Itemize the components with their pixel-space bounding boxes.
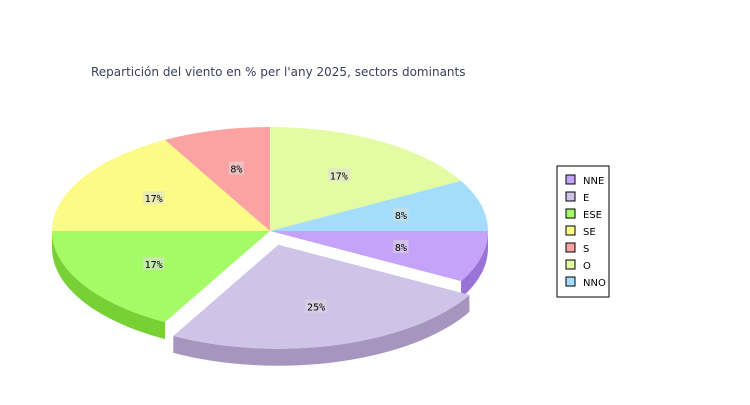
legend-item-nno: NNO [565,276,606,289]
legend-item-se: SE [565,225,596,238]
slice-nne[interactable] [270,231,488,282]
slice-label-s: 8% [228,161,244,176]
slice-side-ese [52,231,165,340]
pie-sides [52,231,488,366]
legend-label: NNO [583,278,606,289]
legend-label: NNE [583,176,604,187]
legend-swatch [565,276,576,287]
chart-title: Repartición del viento en % per l'any 20… [91,65,465,79]
pie-tops [52,127,488,349]
slice-e[interactable] [173,244,470,349]
legend-item-e: E [565,191,589,204]
legend-swatch [565,259,576,270]
slice-label-text: 17% [145,260,163,271]
slice-label-e: 25% [305,299,327,314]
slice-label-text: 25% [307,303,325,314]
legend-swatch [565,208,576,219]
slice-label-se: 17% [142,191,165,205]
slice-ese[interactable] [52,231,270,323]
legend-swatch [565,174,576,185]
slice-label-text: 8% [230,165,242,176]
slice-side-nne [461,231,488,299]
legend-item-o: O [565,259,591,272]
pie-labels: 8% 25% 17% 17% 8% 17% 8% [142,161,409,314]
slice-label-nne: 8% [393,240,409,254]
slice-label-bg [393,240,409,254]
legend-swatch [565,225,576,236]
slice-nno[interactable] [270,180,488,231]
slice-label-o: 17% [328,168,350,182]
legend: NNE E ESE SE SO NNO [556,165,610,298]
legend-label: SE [583,227,596,238]
slice-label-bg [393,207,409,221]
slice-label-text: 17% [330,171,348,182]
legend-label: O [583,261,591,272]
slice-s[interactable] [164,127,270,231]
slice-label-bg [142,191,165,205]
legend-item-nne: NNE [565,174,604,187]
legend-label: S [583,244,589,255]
legend-item-ese: ESE [565,208,602,221]
slice-se[interactable] [52,139,270,231]
legend-label: ESE [583,210,602,221]
slice-label-bg [328,168,350,182]
slice-label-bg [228,161,244,175]
slice-side-e [173,294,470,366]
slice-label-nno: 8% [393,207,409,222]
legend-swatch [565,191,576,202]
legend-item-s: S [565,242,589,255]
slice-label-text: 8% [395,211,407,222]
slice-label-ese: 17% [142,256,165,271]
slice-label-bg [305,299,327,313]
slice-label-text: 17% [145,194,163,205]
legend-label: E [583,193,589,204]
slice-label-text: 8% [395,243,407,254]
slice-o[interactable] [270,127,462,231]
legend-swatch [565,242,576,253]
slice-label-bg [142,256,165,270]
